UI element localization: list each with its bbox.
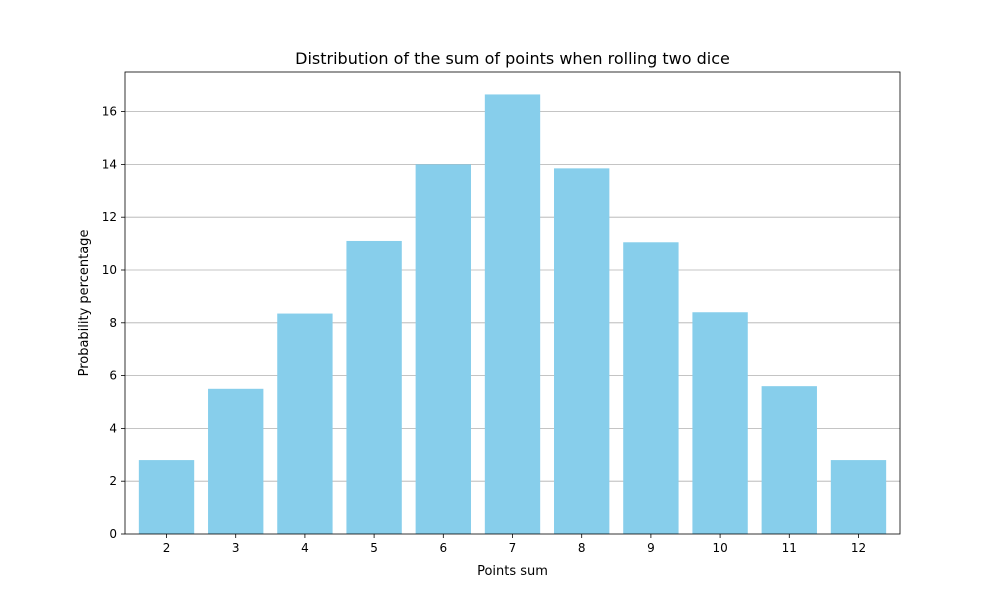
x-tick-label: 7 — [509, 541, 517, 555]
bar-5 — [346, 240, 402, 534]
x-tick-label: 2 — [163, 541, 171, 555]
bar-6 — [415, 164, 471, 534]
bar-9 — [623, 242, 679, 534]
bar-8 — [554, 168, 610, 535]
bar-10 — [692, 312, 748, 534]
y-axis-label: Probability percentage — [77, 230, 92, 377]
x-tick-label: 11 — [782, 541, 797, 555]
bar-12 — [830, 460, 887, 534]
y-tick-label: 12 — [102, 210, 117, 224]
x-tick-label: 6 — [439, 541, 447, 555]
y-tick-label: 0 — [109, 527, 117, 541]
y-tick-label: 6 — [109, 369, 117, 383]
y-tick-label: 10 — [102, 263, 117, 277]
x-tick-label: 5 — [370, 541, 378, 555]
y-tick-label: 4 — [109, 421, 117, 435]
x-tick-label: 10 — [712, 541, 727, 555]
axes: 0 2 4 6 8 10 12 14 16 2 3 4 5 6 7 8 9 10 11 12 — [102, 71, 901, 555]
bar-11 — [761, 386, 817, 534]
bar-7 — [484, 94, 541, 534]
bar-3 — [208, 388, 264, 534]
x-axis-label: Points sum — [477, 564, 548, 579]
x-tick-label: 9 — [647, 541, 655, 555]
bar-4 — [277, 313, 333, 534]
x-tick-label: 4 — [301, 541, 309, 555]
x-tick-label: 8 — [578, 541, 586, 555]
y-tick-label: 2 — [109, 474, 117, 488]
y-tick-label: 8 — [109, 316, 117, 330]
bars — [138, 94, 887, 535]
y-tick-label: 14 — [102, 157, 117, 171]
y-tick-label: 16 — [102, 105, 117, 119]
x-tick-label: 3 — [232, 541, 240, 555]
bar-2 — [138, 460, 195, 534]
chart-title: Distribution of the sum of points when r… — [295, 49, 730, 68]
x-tick-label: 12 — [851, 541, 866, 555]
